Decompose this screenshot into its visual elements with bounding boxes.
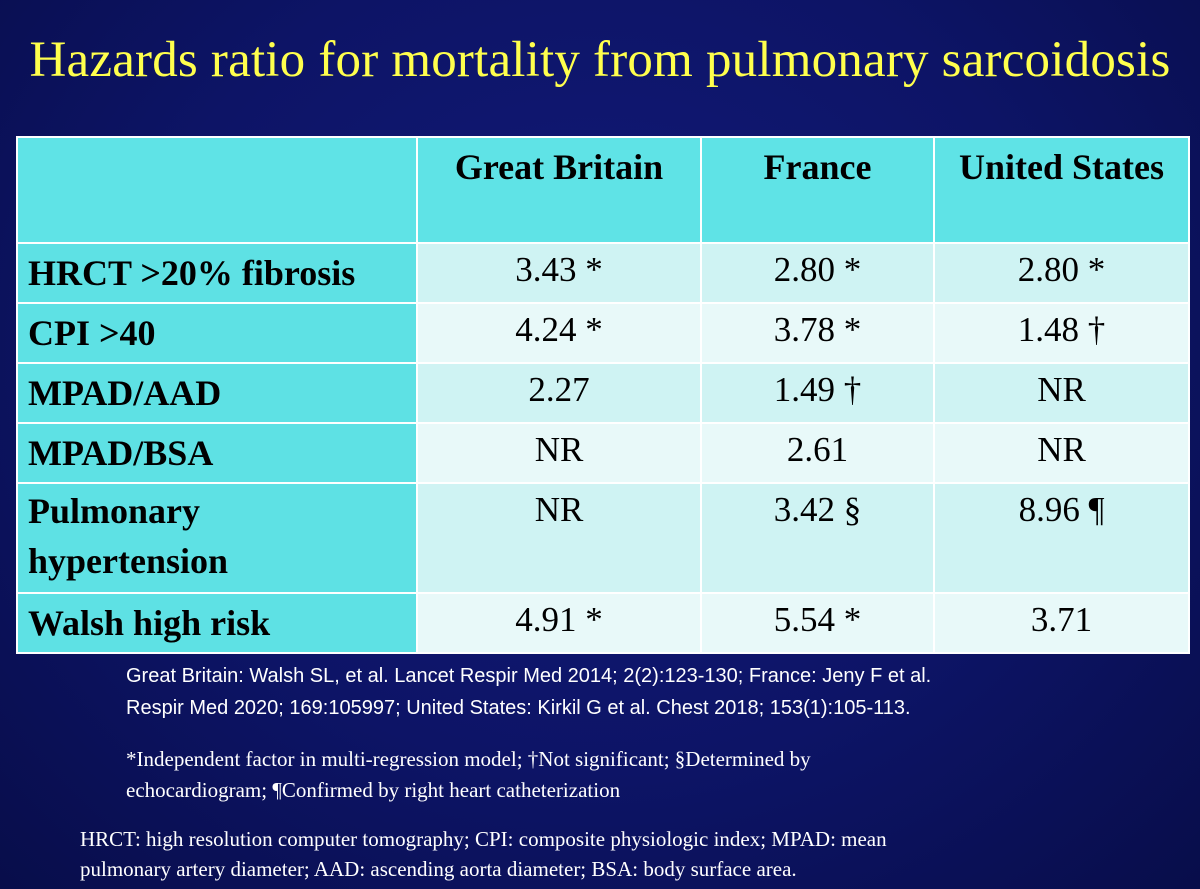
cell-pulmonary-hypertension-great-britain: NR <box>416 482 702 594</box>
header-great-britain: Great Britain <box>416 136 702 244</box>
cell-walsh-great-britain: 4.91 * <box>416 592 702 654</box>
cell-pulmonary-hypertension-united-states: 8.96 ¶ <box>933 482 1190 594</box>
row-label-hrct: HRCT >20% fibrosis <box>16 242 418 304</box>
cell-mpad-aad-united-states: NR <box>933 362 1190 424</box>
row-label-walsh-high-risk: Walsh high risk <box>16 592 418 654</box>
cell-mpad-aad-france: 1.49 † <box>700 362 935 424</box>
cell-hrct-france: 2.80 * <box>700 242 935 304</box>
cell-mpad-bsa-great-britain: NR <box>416 422 702 484</box>
row-label-mpad-aad: MPAD/AAD <box>16 362 418 424</box>
header-united-states: United States <box>933 136 1190 244</box>
cell-pulmonary-hypertension-france: 3.42 § <box>700 482 935 594</box>
row-label-pulmonary-hypertension: Pulmonary hypertension <box>16 482 418 594</box>
cell-hrct-great-britain: 3.43 * <box>416 242 702 304</box>
table-row: HRCT >20% fibrosis 3.43 * 2.80 * 2.80 * <box>16 242 1190 304</box>
cell-cpi-france: 3.78 * <box>700 302 935 364</box>
hazard-ratio-table: Great Britain France United States HRCT … <box>16 136 1190 654</box>
reference-line: Respir Med 2020; 169:105997; United Stat… <box>126 697 911 719</box>
footnote-line: *Independent factor in multi-regression … <box>126 747 811 771</box>
table-header-row: Great Britain France United States <box>16 136 1190 244</box>
cell-mpad-aad-great-britain: 2.27 <box>416 362 702 424</box>
footnote-line: echocardiogram; ¶Confirmed by right hear… <box>126 778 621 802</box>
table-row: Walsh high risk 4.91 * 5.54 * 3.71 <box>16 592 1190 654</box>
cell-walsh-france: 5.54 * <box>700 592 935 654</box>
cell-mpad-bsa-france: 2.61 <box>700 422 935 484</box>
row-label-mpad-bsa: MPAD/BSA <box>16 422 418 484</box>
abbreviation-line: pulmonary artery diameter; AAD: ascendin… <box>80 857 797 881</box>
cell-cpi-great-britain: 4.24 * <box>416 302 702 364</box>
cell-mpad-bsa-united-states: NR <box>933 422 1190 484</box>
cell-hrct-united-states: 2.80 * <box>933 242 1190 304</box>
table-row: Pulmonary hypertension NR 3.42 § 8.96 ¶ <box>16 482 1190 594</box>
references: Great Britain: Walsh SL, et al. Lancet R… <box>126 660 1146 724</box>
abbreviation-line: HRCT: high resolution computer tomograph… <box>80 827 887 851</box>
header-france: France <box>700 136 935 244</box>
slide-title: Hazards ratio for mortality from pulmona… <box>29 32 1171 88</box>
abbreviations: HRCT: high resolution computer tomograph… <box>80 824 1190 884</box>
reference-line: Great Britain: Walsh SL, et al. Lancet R… <box>126 665 932 687</box>
row-label-line: Pulmonary <box>28 491 201 531</box>
cell-cpi-united-states: 1.48 † <box>933 302 1190 364</box>
table-row: MPAD/BSA NR 2.61 NR <box>16 422 1190 484</box>
row-label-line: hypertension <box>28 541 229 581</box>
table-row: CPI >40 4.24 * 3.78 * 1.48 † <box>16 302 1190 364</box>
cell-walsh-united-states: 3.71 <box>933 592 1190 654</box>
table-row: MPAD/AAD 2.27 1.49 † NR <box>16 362 1190 424</box>
row-label-cpi: CPI >40 <box>16 302 418 364</box>
header-corner-cell <box>16 136 418 244</box>
footnotes: *Independent factor in multi-regression … <box>126 744 1166 806</box>
